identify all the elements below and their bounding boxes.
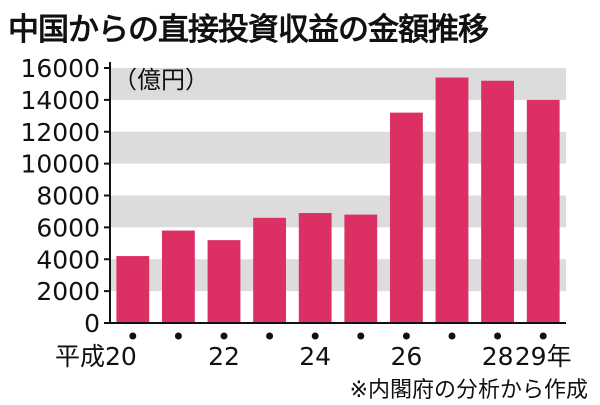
y-tick-label: 0 [84,309,100,338]
y-tick-label: 10000 [20,150,100,179]
bar-平成20 [116,256,150,323]
y-tick-label: 8000 [36,182,100,211]
bar-series [116,77,560,323]
bar-22 [207,240,241,323]
x-tick-label: 24 [299,342,331,371]
y-tick-label: 6000 [36,213,100,242]
x-tick-label: 平成20 [55,342,137,371]
bar-26 [389,112,423,323]
x-tick-dot [494,332,502,340]
bar-24 [298,213,332,323]
unit-label: （億円） [113,66,209,94]
chart-title: 中国からの直接投資収益の金額推移 [8,12,489,48]
x-tick-label: 22 [208,342,240,371]
y-tick-label: 12000 [20,118,100,147]
x-tick-dot [402,332,410,340]
x-tick-dot [266,332,274,340]
y-tick-label: 14000 [20,86,100,115]
x-tick-dot [174,332,182,340]
y-tick-label: 16000 [20,54,100,83]
bar-21 [161,230,195,323]
source-note: ※内閣府の分析から作成 [349,378,588,403]
x-tick-dot [539,332,547,340]
bar-28 [481,80,515,323]
bar-29 [526,99,560,323]
x-axis-labels: 平成20 22 24 26 28 29年 [55,342,572,371]
x-tick-label: 28 [482,342,514,371]
x-tick-label: 29年 [515,342,572,371]
y-tick-label: 2000 [36,277,100,306]
x-tick-dot [220,332,228,340]
x-tick-dot [448,332,456,340]
bar-27 [435,77,469,323]
bar-25 [344,214,378,323]
x-tick-label: 26 [390,342,422,371]
x-tick-dot [357,332,365,340]
x-tick-dot [311,332,319,340]
x-tick-dots [129,332,547,340]
y-tick-label: 4000 [36,245,100,274]
bar-23 [253,217,287,323]
x-tick-dot [129,332,137,340]
